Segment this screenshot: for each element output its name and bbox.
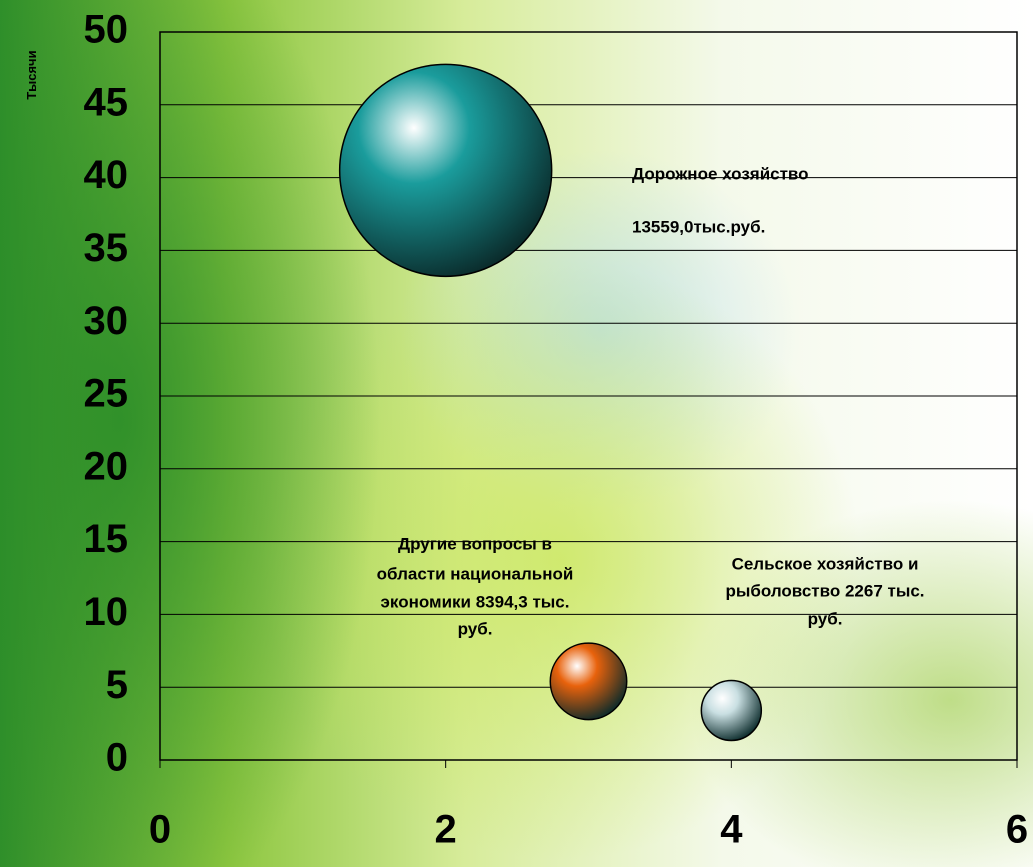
data-label: рыболовство 2267 тыс.	[725, 581, 924, 600]
data-label: руб.	[808, 609, 843, 628]
bubble	[549, 642, 628, 721]
y-tick-label: 35	[84, 226, 129, 270]
y-tick-label: 15	[84, 517, 129, 561]
data-label: экономики 8394,3 тыс.	[381, 592, 570, 611]
y-tick-label: 5	[106, 663, 128, 707]
data-label: области национальной	[377, 564, 574, 583]
data-label: Сельское хозяйство и	[732, 554, 919, 573]
data-label: Другие вопросы в	[398, 534, 552, 553]
data-label: 13559,0тыс.руб.	[632, 217, 765, 236]
x-tick-label: 6	[1006, 808, 1028, 852]
y-tick-label: 10	[84, 590, 129, 634]
y-tick-label: 30	[84, 299, 129, 343]
y-axis-label: Тысячи	[24, 50, 39, 99]
y-tick-label: 50	[84, 8, 129, 52]
x-tick-label: 4	[720, 808, 743, 852]
y-tick-label: 45	[84, 80, 129, 124]
x-tick-label: 0	[149, 808, 171, 852]
data-label: руб.	[458, 619, 493, 638]
plot-frame	[159, 31, 1018, 761]
y-tick-label: 20	[84, 444, 129, 488]
x-tick-label: 2	[435, 808, 457, 852]
bubble	[700, 679, 763, 742]
bubble	[338, 63, 553, 278]
y-tick-label: 0	[106, 736, 128, 780]
y-tick-label: 40	[84, 153, 129, 197]
y-tick-label: 25	[84, 372, 129, 416]
data-label: Дорожное хозяйство	[632, 164, 809, 183]
